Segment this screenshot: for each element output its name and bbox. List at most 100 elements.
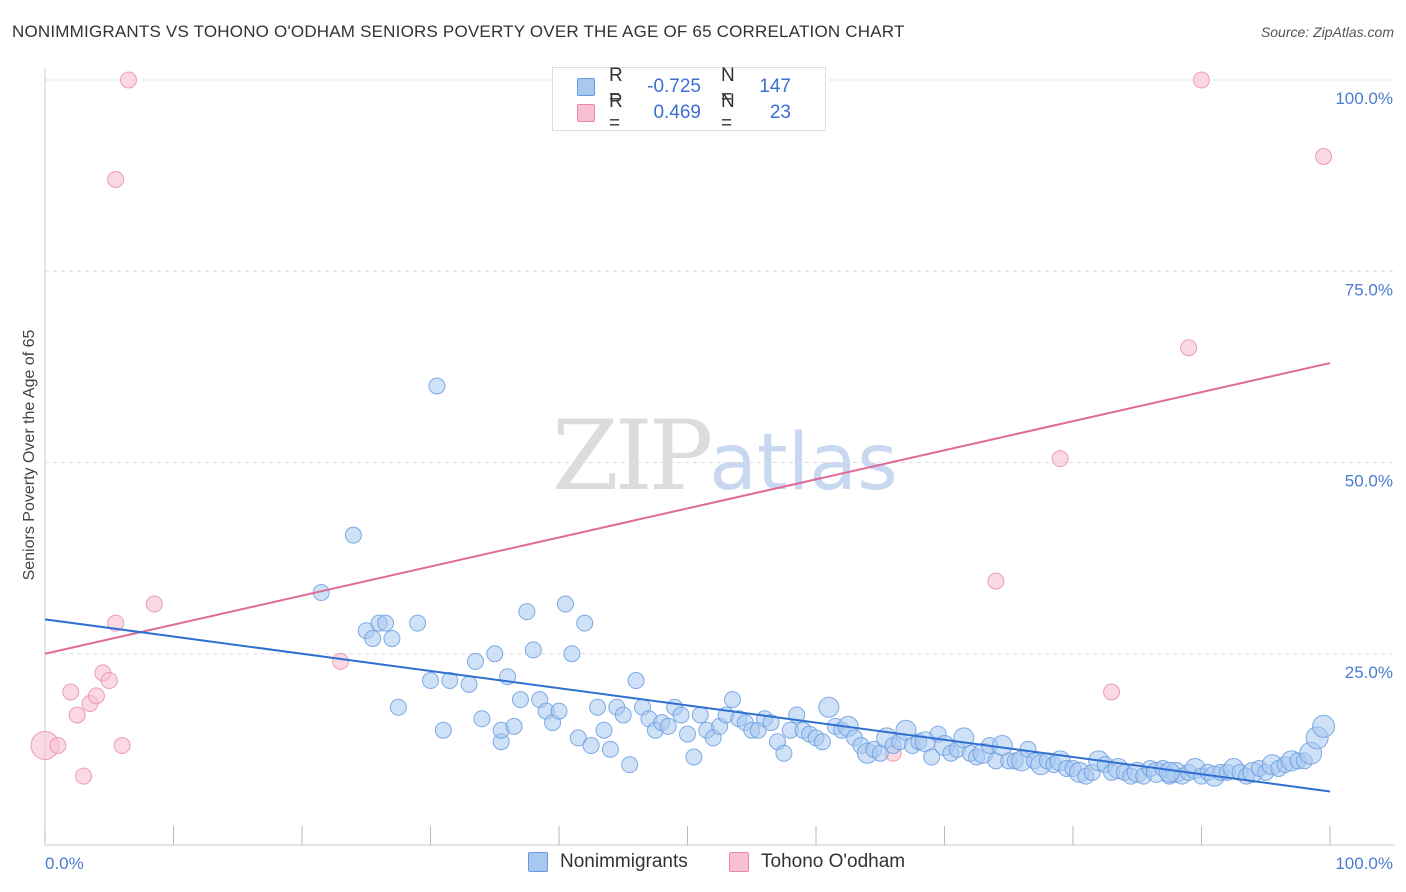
- nonimmigrant-point: [614, 706, 632, 724]
- tohono-point: [1315, 148, 1333, 165]
- nonimmigrant-point: [486, 645, 504, 663]
- nonimmigrant-point: [389, 698, 407, 716]
- nonimmigrant-point: [582, 737, 600, 755]
- nonimmigrant-point: [818, 696, 840, 718]
- legend-n-value: 147: [759, 76, 791, 97]
- y-tick-label: 75.0%: [1345, 280, 1393, 299]
- legend-row-tohono: R = 0.469 N = 23: [577, 91, 791, 134]
- nonimmigrant-point: [364, 629, 382, 647]
- nonimmigrant-point: [1312, 714, 1336, 738]
- nonimmigrant-point: [511, 691, 529, 709]
- nonimmigrant-point: [601, 740, 619, 758]
- legend-n-label: N =: [721, 91, 735, 134]
- tohono-point: [75, 767, 93, 785]
- nonimmigrant-point: [595, 721, 613, 739]
- nonimmigrant-point: [627, 672, 645, 690]
- legend-item-nonimmigrants: Nonimmigrants: [528, 851, 688, 873]
- axes: [44, 68, 1395, 846]
- trend-lines: [44, 362, 1331, 793]
- nonimmigrant-point: [621, 756, 639, 774]
- y-tick-label: 25.0%: [1345, 663, 1393, 682]
- tohono-point: [49, 737, 67, 755]
- watermark-zip: ZIP: [552, 400, 713, 512]
- nonimmigrant-point: [428, 377, 446, 395]
- nonimmigrant-point: [775, 744, 793, 762]
- nonimmigrant-point: [1158, 761, 1180, 783]
- watermark-atlas: atlas: [709, 418, 898, 508]
- x-tick-label: 100.0%: [1335, 854, 1393, 873]
- tohono-point: [100, 672, 118, 690]
- x-tick-label: 0.0%: [45, 854, 84, 873]
- nonimmigrant-points: [312, 377, 1336, 787]
- nonimmigrant-point: [441, 672, 459, 690]
- tick-labels: 100.0% 75.0% 50.0% 25.0% 0.0% 100.0%: [45, 89, 1393, 873]
- tohono-point: [145, 595, 163, 613]
- tohono-point: [62, 683, 80, 701]
- tohono-point: [1193, 71, 1210, 89]
- legend-swatch-pink: [729, 852, 749, 872]
- nonimmigrant-point: [813, 733, 831, 751]
- nonimmigrant-point: [691, 706, 709, 724]
- nonimmigrant-point: [762, 714, 780, 732]
- nonimmigrant-point: [723, 691, 741, 709]
- legend-n-label: N =: [721, 65, 735, 108]
- nonimmigrant-point: [576, 614, 594, 632]
- nonimmigrant-point: [659, 717, 677, 735]
- nonimmigrant-point: [383, 629, 401, 647]
- nonimmigrant-point: [466, 652, 484, 670]
- source-label: Source: ZipAtlas.com: [1260, 24, 1394, 40]
- nonimmigrant-point: [563, 645, 581, 663]
- tohono-point: [1051, 450, 1069, 468]
- nonimmigrant-point: [672, 706, 690, 724]
- legend-r-label: R =: [609, 65, 623, 108]
- nonimmigrant-point: [524, 641, 542, 659]
- tohono-points: [30, 71, 1333, 785]
- nonimmigrant-point: [473, 710, 491, 728]
- legend-r-value: 0.469: [653, 102, 701, 123]
- y-tick-label: 100.0%: [1335, 89, 1393, 108]
- tohono-point: [1180, 339, 1198, 357]
- tohono-point: [1103, 683, 1121, 701]
- tohono-trend-line: [44, 362, 1331, 655]
- nonimmigrant-point: [460, 675, 478, 693]
- tohono-point: [107, 170, 125, 188]
- nonimmigrant-point: [434, 721, 452, 739]
- tohono-point: [107, 614, 125, 632]
- nonimmigrant-point: [685, 748, 703, 766]
- legend-label: Nonimmigrants: [560, 851, 688, 872]
- watermark: ZIPatlas: [552, 400, 898, 512]
- y-tick-label: 50.0%: [1345, 472, 1393, 491]
- tohono-point: [332, 652, 350, 670]
- legend-item-tohono: Tohono O'odham: [729, 851, 905, 873]
- nonimmigrant-point: [923, 748, 941, 766]
- nonimmigrant-point: [550, 702, 568, 720]
- tohono-point: [87, 687, 105, 705]
- legend-swatch-blue: [577, 78, 595, 96]
- legend-label: Tohono O'odham: [761, 851, 906, 872]
- nonimmigrant-point: [409, 614, 427, 632]
- tohono-point: [68, 706, 86, 724]
- grid-lines: [45, 79, 1395, 655]
- nonimmigrant-point: [505, 717, 523, 735]
- nonimmigrant-point: [377, 614, 395, 632]
- chart-title: NONIMMIGRANTS VS TOHONO O'ODHAM SENIORS …: [12, 22, 905, 41]
- nonimmigrant-point: [556, 595, 574, 613]
- legend-swatch-blue: [528, 852, 548, 872]
- nonimmigrant-trend-line: [44, 618, 1331, 793]
- nonimmigrant-point: [589, 698, 607, 716]
- nonimmigrant-point: [679, 725, 696, 743]
- nonimmigrant-point: [569, 729, 587, 747]
- legend-r-label: R =: [609, 91, 623, 134]
- legend-swatch-pink: [577, 104, 595, 122]
- correlation-legend: R = -0.725 N = 147 R = 0.469 N = 23: [552, 65, 826, 134]
- series-legend: Nonimmigrants Tohono O'odham: [0, 851, 1406, 877]
- legend-n-value: 23: [769, 102, 791, 123]
- tohono-point: [987, 572, 1005, 590]
- legend-row-nonimmigrants: R = -0.725 N = 147: [577, 65, 791, 108]
- nonimmigrant-point: [422, 672, 439, 690]
- legend-r-value: -0.725: [647, 76, 701, 97]
- tohono-point: [113, 737, 131, 755]
- tohono-point: [120, 71, 138, 89]
- nonimmigrant-point: [518, 603, 536, 621]
